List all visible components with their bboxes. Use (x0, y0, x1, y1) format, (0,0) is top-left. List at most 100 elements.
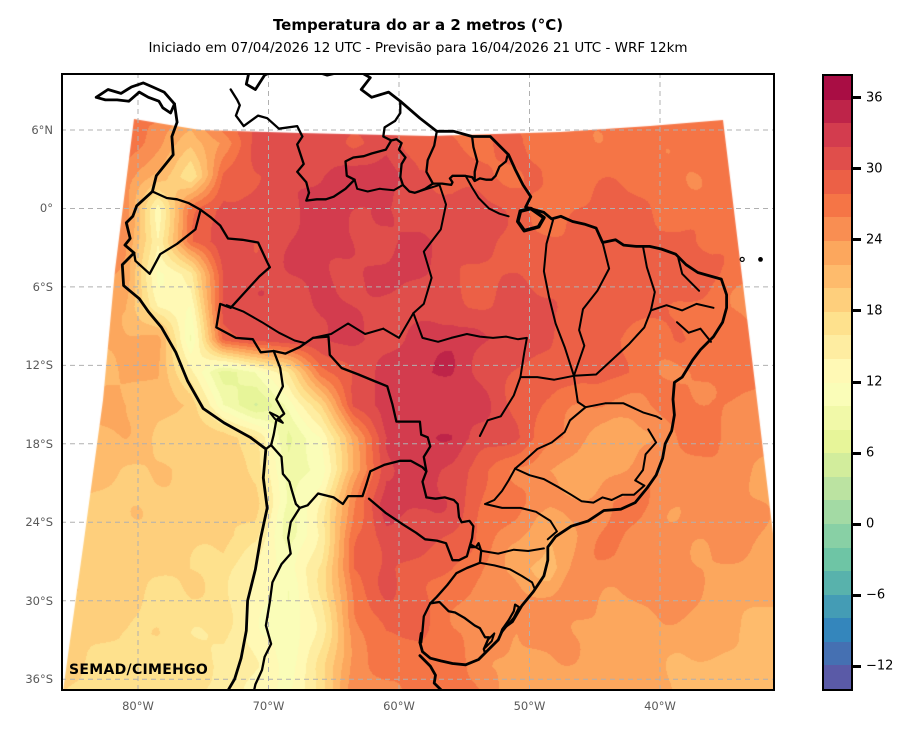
border-line (484, 406, 587, 505)
page-title: Temperatura do ar a 2 metros (°C) (272, 16, 564, 34)
border-line (677, 257, 701, 292)
temperature-field-canvas (61, 73, 775, 691)
border-line (225, 304, 306, 345)
lat-tick-label: 30°S (25, 593, 53, 608)
border-line (584, 402, 663, 420)
border-line (649, 302, 715, 312)
border-line (215, 266, 432, 499)
colorbar-tick-mark (852, 522, 861, 526)
colorbar-segment (824, 99, 851, 124)
border-line (269, 443, 301, 510)
border-line (469, 543, 545, 555)
colorbar-tick-label: 12 (866, 374, 883, 390)
border-line (420, 602, 432, 644)
colorbar-tick-label: −6 (866, 587, 886, 603)
watermark: SEMAD/CIMEHGO (69, 662, 209, 678)
border-line (429, 600, 491, 655)
colorbar-segment (824, 170, 851, 194)
colorbar-segment (824, 500, 851, 524)
colorbar-segment (824, 618, 851, 642)
colorbar-segment (824, 547, 851, 572)
lon-tick-label: 50°W (513, 699, 546, 713)
colorbar-segment (824, 311, 851, 336)
border-line (311, 322, 385, 339)
border-line (412, 183, 447, 315)
colorbar-tick-label: 30 (866, 161, 883, 177)
lon-tick-label: 80°W (122, 699, 154, 713)
colorbar-segment (824, 429, 851, 454)
colorbar-tick-label: 0 (866, 516, 875, 532)
colorbar-segment (824, 358, 851, 383)
border-line (429, 542, 483, 605)
colorbar-tick-mark (852, 593, 861, 597)
island-marker (758, 257, 763, 262)
lat-tick-label: 0° (39, 201, 53, 216)
border-line (499, 603, 521, 635)
border-line (516, 206, 546, 233)
border-line (634, 428, 658, 487)
colorbar-tick-label: 18 (866, 303, 883, 319)
border-line (365, 459, 428, 486)
lat-tick-label: 24°S (25, 515, 53, 530)
border-line (268, 411, 284, 424)
colorbar-segment (824, 193, 851, 218)
border-line (514, 467, 646, 504)
colorbar-tick-mark (852, 167, 861, 171)
colorbar-segment (824, 335, 851, 359)
colorbar-tick-mark (852, 96, 861, 100)
colorbar-segment (824, 382, 851, 407)
colorbar-segment (824, 264, 851, 289)
border-line (418, 654, 444, 691)
colorbar-tick-label: 36 (866, 90, 883, 106)
border-line (382, 100, 402, 142)
colorbar-segment (824, 241, 851, 265)
border-line (382, 312, 528, 379)
border-line (470, 135, 479, 183)
colorbar-segment (824, 288, 851, 312)
border-line (484, 632, 496, 649)
border-line (367, 496, 475, 562)
border-line (199, 208, 271, 269)
colorbar-tick-mark (852, 238, 861, 242)
map-plot-area: SEMAD/CIMEHGO (61, 73, 775, 691)
lat-tick-label: 18°S (25, 436, 53, 451)
lon-tick-label: 70°W (252, 699, 285, 713)
colorbar-tick-label: 24 (866, 232, 883, 248)
colorbar-segment (824, 641, 851, 666)
border-line (120, 102, 269, 691)
lat-tick-label: 36°S (25, 672, 53, 687)
lon-tick-label: 40°W (644, 699, 676, 713)
lat-tick-label: 6°S (32, 279, 53, 294)
colorbar-tick-mark (852, 309, 861, 313)
border-line (298, 483, 368, 510)
colorbar-tick-mark (852, 380, 861, 384)
border-line (305, 138, 509, 202)
border-line (676, 321, 712, 343)
border-line (264, 349, 286, 451)
border-line (478, 374, 575, 437)
colorbar (822, 74, 853, 691)
border-line (542, 219, 575, 377)
colorbar-tick-label: 6 (866, 445, 875, 461)
border-line (464, 174, 510, 218)
border-line (484, 503, 558, 541)
colorbar-segment (824, 217, 851, 242)
colorbar-segment (824, 476, 851, 501)
colorbar-segment (824, 406, 851, 430)
border-line (572, 309, 652, 409)
colorbar-tick-label: −12 (866, 658, 894, 674)
island-marker (739, 256, 745, 262)
colorbar-segment (824, 76, 851, 100)
lat-tick-label: 6°N (31, 123, 53, 137)
lat-tick-label: 12°S (25, 358, 53, 373)
border-line (244, 73, 728, 667)
border-line (353, 178, 404, 193)
colorbar-segment (824, 123, 851, 147)
lon-tick-label: 60°W (383, 699, 415, 713)
colorbar-segment (824, 146, 851, 171)
map-overlay (61, 73, 775, 691)
colorbar-segment (824, 523, 851, 548)
border-line (229, 88, 311, 194)
border-line (478, 561, 536, 590)
